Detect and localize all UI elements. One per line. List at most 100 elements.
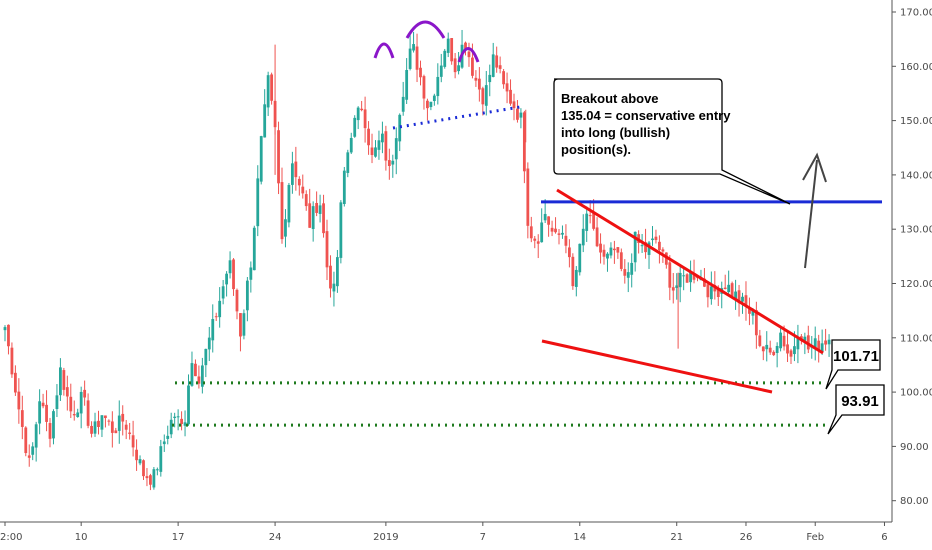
candle-body — [128, 432, 132, 434]
candle-body — [730, 283, 734, 297]
candle-body — [571, 256, 575, 287]
x-tick-label: 21 — [670, 532, 683, 543]
candle-body — [360, 108, 364, 111]
candle-body — [412, 44, 415, 51]
callout-line-1: Breakout above — [561, 91, 659, 106]
candle-body — [595, 227, 599, 247]
candle-body — [741, 296, 744, 302]
candle-body — [803, 336, 807, 341]
candle-body — [467, 51, 471, 58]
candle-body — [149, 475, 152, 485]
candle-body — [142, 460, 145, 477]
y-tick-label: 90.00 — [900, 442, 929, 453]
candle-body — [585, 213, 589, 231]
candle-body — [550, 227, 554, 232]
candle-body — [48, 423, 52, 439]
level-label-upper: 101.71 — [833, 348, 879, 365]
candle-body — [765, 344, 769, 350]
breakout-arrow-shaft — [804, 159, 818, 269]
candle-body — [176, 416, 180, 418]
candle-body — [429, 101, 433, 108]
left-shoulder-arc — [373, 42, 395, 59]
candle-body — [443, 50, 447, 67]
candle-body — [436, 76, 440, 97]
candle-body — [318, 205, 322, 214]
candle-body — [155, 469, 159, 471]
candle-body — [706, 284, 710, 298]
candle-body — [668, 262, 672, 288]
candle-body — [536, 241, 540, 244]
candle-body — [450, 38, 454, 62]
candle-body — [737, 290, 741, 304]
candle-body — [13, 372, 17, 393]
candle-body — [786, 344, 789, 354]
candle-body — [277, 130, 280, 184]
candle-body — [613, 248, 616, 251]
candle-body — [588, 215, 592, 217]
candle-body — [52, 411, 55, 439]
candle-body — [138, 459, 142, 464]
candle-body — [62, 370, 66, 390]
candle-body — [10, 347, 14, 375]
candle-body — [578, 243, 582, 273]
candle-body — [633, 231, 637, 263]
y-tick-label: 120.00 — [900, 279, 932, 290]
candle-body — [308, 203, 312, 228]
candle-body — [356, 107, 360, 121]
candle-body — [703, 278, 706, 287]
candle-body — [76, 412, 80, 418]
candle-body — [301, 186, 305, 194]
candle-body — [782, 335, 786, 347]
wedge-upper-line — [556, 188, 824, 355]
candle-body — [374, 147, 377, 157]
candle-body — [789, 350, 793, 357]
candle-body — [509, 89, 512, 104]
candle-body — [159, 446, 163, 472]
candle-body — [398, 114, 402, 142]
candle-body — [526, 168, 530, 226]
candle-body — [17, 391, 21, 410]
candle-body — [280, 182, 284, 240]
candle-body — [287, 184, 291, 223]
candle-body — [194, 363, 197, 377]
candle-body — [387, 160, 391, 166]
y-tick-label: 80.00 — [900, 496, 929, 507]
candle-body — [581, 228, 585, 246]
candle-body — [97, 420, 100, 427]
candle-body — [93, 421, 97, 434]
y-tick-label: 150.00 — [900, 116, 932, 127]
candle-body — [342, 170, 346, 204]
candle-body — [363, 109, 367, 129]
level-label-box-lower — [827, 384, 885, 435]
candle-body — [315, 202, 319, 213]
candle-body — [516, 108, 519, 120]
candle-body — [41, 402, 45, 407]
candle-body — [384, 131, 388, 161]
candle-body — [689, 272, 692, 283]
candle-body — [675, 285, 679, 288]
candle-body — [183, 422, 187, 426]
candle-body — [391, 160, 395, 165]
candle-body — [671, 287, 675, 291]
candle-body — [457, 65, 460, 72]
candle-body — [547, 216, 551, 225]
chart-annotations: Breakout above 135.04 = conservative ent… — [172, 20, 885, 435]
candle-body — [336, 257, 339, 287]
candle-body — [180, 418, 183, 424]
candle-body — [661, 249, 665, 252]
candle-body — [709, 286, 713, 300]
candle-body — [474, 77, 478, 81]
candle-body — [484, 85, 488, 106]
candle-body — [477, 78, 481, 90]
candle-body — [488, 74, 492, 83]
candle-body — [678, 272, 682, 288]
candle-body — [716, 289, 720, 298]
candle-body — [332, 283, 336, 292]
candle-body — [775, 345, 779, 354]
candle-body — [793, 346, 796, 355]
candle-body — [498, 65, 502, 69]
x-tick-label: 2019 — [373, 532, 398, 543]
candle-body — [152, 469, 156, 488]
candle-body — [464, 42, 467, 50]
